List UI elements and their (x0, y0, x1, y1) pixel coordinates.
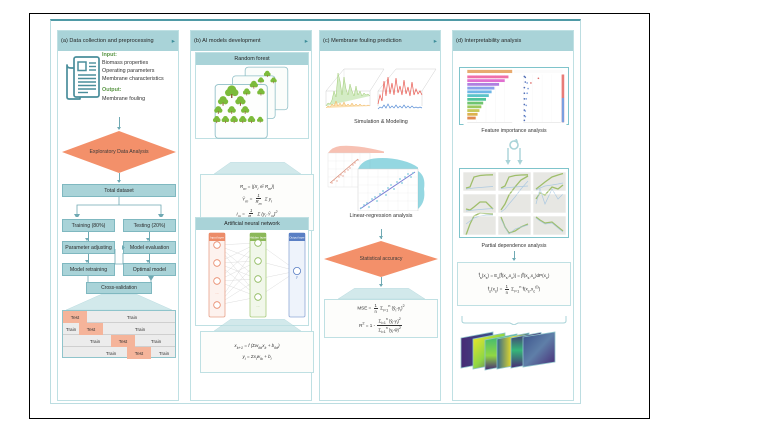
svg-text:y: y (295, 275, 298, 279)
svg-text:...: ... (215, 290, 218, 295)
svg-text:Output layer: Output layer (289, 236, 304, 240)
svg-text:Input layer: Input layer (210, 236, 224, 240)
svg-text:Hidden layer: Hidden layer (250, 236, 267, 240)
svg-text:...: ... (256, 303, 259, 308)
